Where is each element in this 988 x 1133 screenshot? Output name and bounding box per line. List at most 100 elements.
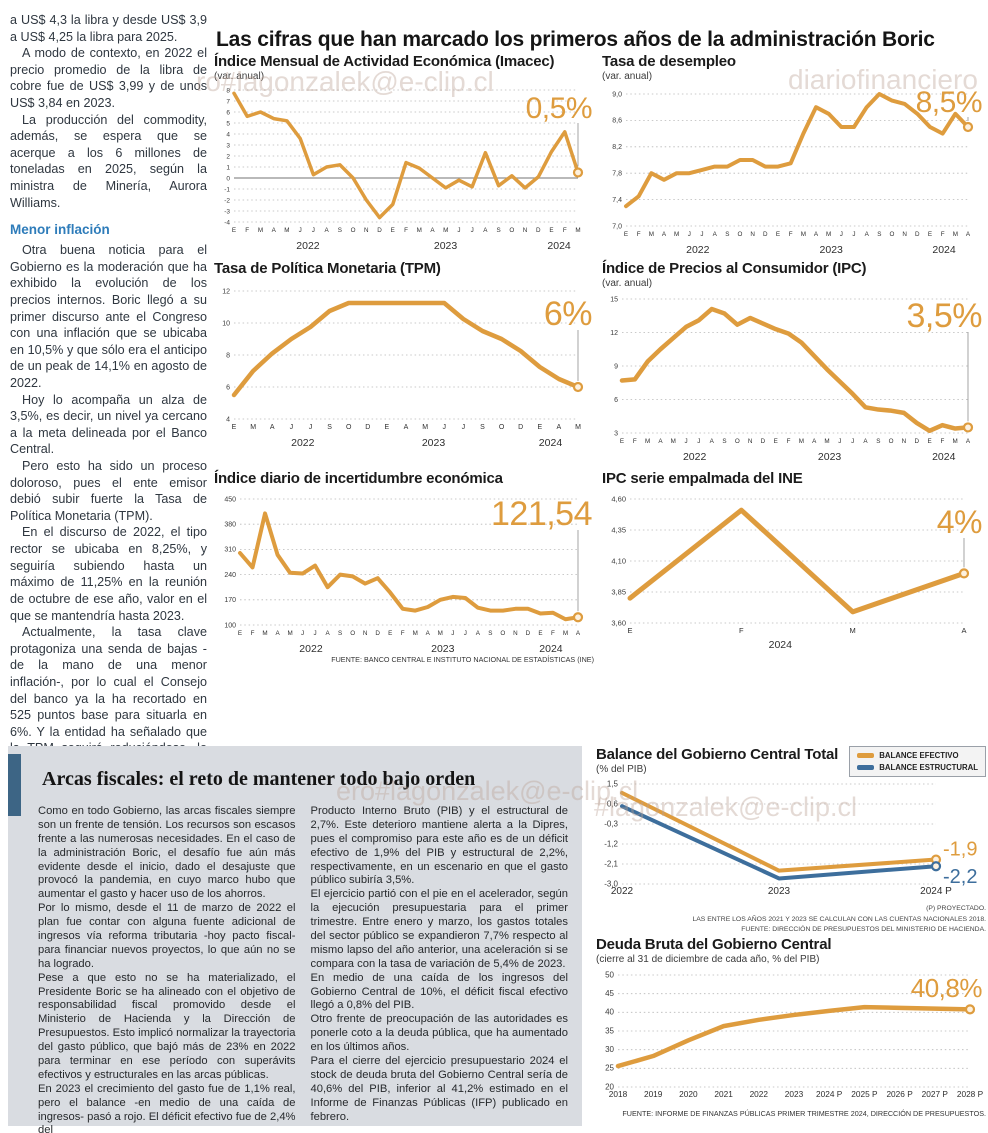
- fiscal-paragraph: Producto Interno Bruto (PIB) y el estruc…: [310, 805, 569, 887]
- desempleo-plot: 9,08,68,27,87,47,0E F M A M J J A S O N D E F M A M J J A S O…: [612, 86, 982, 256]
- svg-text:E: E: [388, 630, 392, 637]
- svg-text:7,8: 7,8: [612, 171, 622, 178]
- legend-label: BALANCE ESTRUCTURAL: [879, 763, 978, 772]
- svg-text:121,54: 121,54: [491, 495, 592, 533]
- svg-text:F: F: [401, 630, 405, 637]
- svg-text:J: J: [852, 231, 855, 238]
- svg-text:A: A: [272, 227, 277, 234]
- chart-legend: BALANCE EFECTIVO BALANCE ESTRUCTURAL: [849, 746, 986, 777]
- svg-text:N: N: [364, 227, 369, 234]
- svg-text:2024: 2024: [539, 643, 563, 655]
- svg-text:2021: 2021: [714, 1089, 733, 1099]
- fiscal-columns: Como en todo Gobierno, las arcas fiscale…: [8, 805, 582, 1133]
- legend-item: BALANCE ESTRUCTURAL: [857, 763, 978, 772]
- svg-text:M: M: [258, 227, 263, 234]
- svg-text:M: M: [649, 231, 654, 238]
- chart-source: FUENTE: BANCO CENTRAL E INSTITUTO NACION…: [331, 655, 594, 664]
- svg-text:2022: 2022: [611, 886, 634, 897]
- svg-text:2023: 2023: [422, 437, 446, 449]
- svg-text:S: S: [722, 438, 726, 445]
- svg-text:E: E: [238, 630, 242, 637]
- svg-text:2024 P: 2024 P: [920, 886, 952, 897]
- svg-text:40: 40: [605, 1008, 614, 1017]
- svg-text:-4: -4: [224, 219, 230, 226]
- svg-text:M: M: [824, 438, 829, 445]
- svg-text:N: N: [513, 630, 518, 637]
- chart-title: Índice diario de incertidumbre económica: [214, 470, 503, 487]
- svg-text:A: A: [275, 630, 280, 637]
- svg-text:D: D: [914, 438, 919, 445]
- svg-text:S: S: [327, 424, 332, 431]
- svg-text:6%: 6%: [544, 295, 592, 333]
- article-paragraph: Pero esto ha sido un proceso doloroso, p…: [10, 459, 207, 523]
- svg-text:J: J: [684, 438, 687, 445]
- svg-text:J: J: [840, 231, 843, 238]
- svg-text:0,6: 0,6: [607, 799, 619, 808]
- svg-text:M: M: [953, 231, 958, 238]
- svg-text:E: E: [537, 424, 542, 431]
- svg-text:M: M: [413, 630, 418, 637]
- svg-text:-3,0: -3,0: [604, 879, 618, 888]
- svg-text:2024: 2024: [539, 437, 563, 449]
- svg-text:M: M: [575, 227, 580, 234]
- svg-text:J: J: [312, 227, 315, 234]
- chart-title: Balance del Gobierno Central Total: [596, 746, 839, 763]
- svg-text:M: M: [262, 630, 267, 637]
- svg-text:J: J: [442, 424, 446, 431]
- svg-text:J: J: [697, 438, 700, 445]
- svg-text:J: J: [688, 231, 691, 238]
- article-subhead: Menor inflación: [10, 222, 110, 238]
- svg-text:6: 6: [226, 384, 230, 391]
- svg-text:2022: 2022: [683, 451, 707, 463]
- chart-tpm: Tasa de Política Monetaria (TPM) 12 10 8 6 4…: [214, 260, 594, 449]
- svg-text:2024: 2024: [932, 244, 956, 256]
- legend-item: BALANCE EFECTIVO: [857, 751, 978, 760]
- svg-text:A: A: [326, 630, 331, 637]
- svg-text:N: N: [902, 231, 907, 238]
- svg-text:3,60: 3,60: [611, 618, 626, 627]
- svg-text:A: A: [865, 231, 870, 238]
- svg-text:N: N: [902, 438, 907, 445]
- article-paragraph: En el discurso de 2022, el tipo rector s…: [10, 525, 207, 623]
- svg-text:9,0: 9,0: [612, 91, 622, 98]
- svg-text:S: S: [488, 630, 492, 637]
- svg-text:O: O: [350, 630, 355, 637]
- svg-text:2023: 2023: [768, 886, 791, 897]
- chart-subtitle: (% del PIB): [596, 764, 647, 775]
- svg-text:E: E: [774, 438, 778, 445]
- chart-source: FUENTE: INFORME DE FINANZAS PÚBLICAS PRI…: [622, 1109, 986, 1118]
- svg-text:M: M: [284, 227, 289, 234]
- fiscal-paragraph: Como en todo Gobierno, las arcas fiscale…: [38, 805, 296, 901]
- svg-text:2028 P: 2028 P: [957, 1089, 984, 1099]
- svg-text:J: J: [838, 438, 841, 445]
- svg-text:8,6: 8,6: [612, 118, 622, 125]
- svg-text:A: A: [710, 438, 715, 445]
- svg-text:2022: 2022: [750, 1089, 769, 1099]
- svg-text:O: O: [890, 231, 895, 238]
- article-paragraph: a US$ 4,3 la libra y desde US$ 3,9 a US$…: [10, 13, 207, 44]
- svg-text:2026 P: 2026 P: [886, 1089, 913, 1099]
- svg-text:2024: 2024: [547, 240, 571, 252]
- svg-text:15: 15: [610, 296, 618, 303]
- svg-text:J: J: [462, 424, 466, 431]
- svg-text:8: 8: [226, 87, 230, 94]
- svg-text:M: M: [287, 630, 292, 637]
- svg-text:M: M: [575, 424, 581, 431]
- svg-text:310: 310: [224, 547, 236, 554]
- svg-text:8: 8: [226, 352, 230, 359]
- svg-text:D: D: [915, 231, 920, 238]
- svg-text:A: A: [270, 424, 275, 431]
- svg-text:O: O: [499, 424, 505, 431]
- svg-text:E: E: [232, 227, 236, 234]
- svg-text:A: A: [483, 227, 488, 234]
- fiscal-paragraph: Por lo mismo, desde el 11 de marzo de 20…: [38, 902, 296, 970]
- svg-text:4,10: 4,10: [611, 556, 626, 565]
- svg-text:S: S: [725, 231, 729, 238]
- svg-text:4: 4: [226, 131, 230, 138]
- svg-text:A: A: [966, 438, 971, 445]
